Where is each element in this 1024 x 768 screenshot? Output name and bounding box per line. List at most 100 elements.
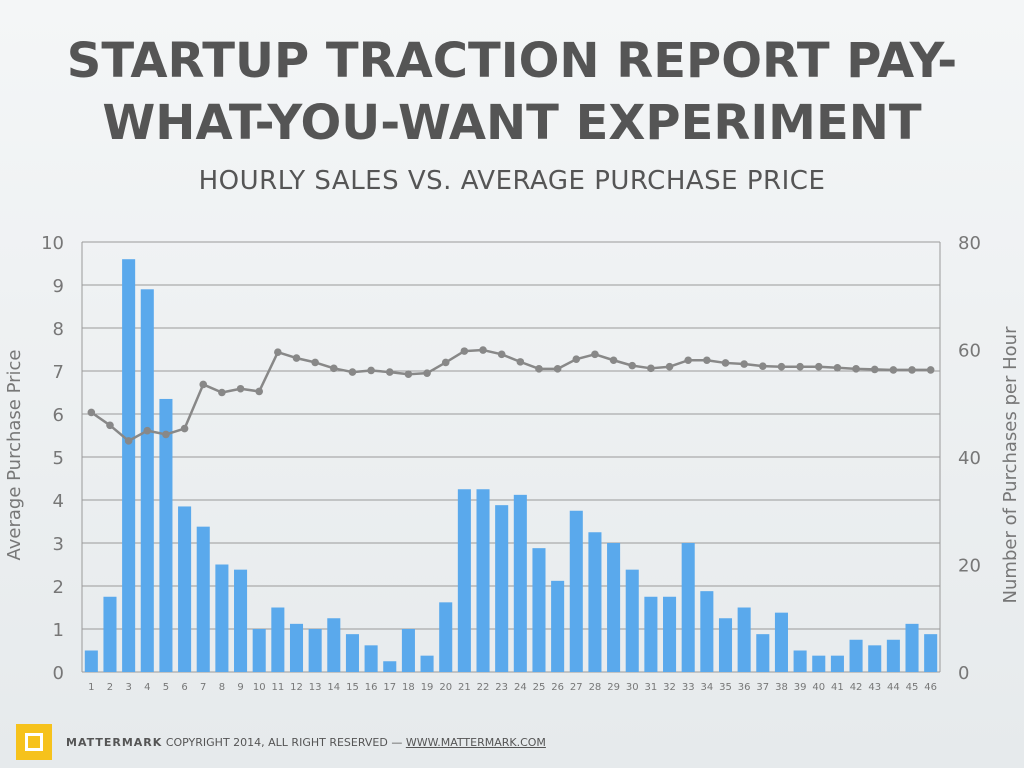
footer-link[interactable]: WWW.MATTERMARK.COM: [405, 735, 546, 749]
bar: [122, 259, 136, 672]
bar: [271, 607, 285, 672]
x-tick-label: 38: [775, 682, 788, 693]
x-tick-label: 43: [868, 682, 881, 693]
bar: [252, 629, 266, 672]
bar: [513, 494, 527, 672]
footer: MATTERMARK COPYRIGHT 2014, ALL RIGHT RES…: [16, 720, 1016, 764]
line-point: [628, 361, 637, 370]
x-tick-label: 5: [163, 682, 169, 693]
bar-series: [84, 259, 938, 672]
line-point: [759, 362, 767, 370]
x-tick-label: 37: [756, 682, 769, 693]
line-point: [236, 384, 245, 393]
bar: [178, 506, 192, 672]
x-tick-label: 8: [219, 682, 225, 693]
x-tick-label: 4: [144, 682, 150, 693]
line-point: [497, 350, 506, 359]
x-tick-label: 6: [181, 682, 187, 693]
x-tick-label: 23: [495, 682, 508, 693]
bar: [476, 489, 490, 672]
x-tick-label: 26: [551, 682, 564, 693]
line-point: [124, 437, 133, 445]
bar: [569, 510, 583, 672]
line-point: [180, 424, 189, 433]
x-tick-label: 33: [682, 682, 695, 693]
y2-tick-label: 20: [958, 556, 981, 577]
line-point: [740, 360, 748, 368]
bar: [663, 596, 677, 672]
footer-brand: MATTERMARK: [66, 735, 163, 749]
bar: [140, 289, 154, 672]
bar: [924, 634, 938, 672]
bar: [364, 645, 378, 672]
line-point: [404, 370, 413, 379]
x-tick-label: 21: [458, 682, 471, 693]
bar: [84, 650, 98, 672]
x-tick-label: 41: [831, 682, 844, 693]
footer-text: MATTERMARK COPYRIGHT 2014, ALL RIGHT RES…: [66, 736, 546, 749]
y2-axis-label: Number of Purchases per Hour: [1000, 326, 1021, 604]
bar: [812, 655, 826, 672]
x-tick-label: 32: [663, 682, 676, 693]
bar: [700, 591, 714, 672]
chart-title-line-1: STARTUP TRACTION REPORT PAY-: [66, 33, 958, 89]
y-tick-label: 0: [53, 663, 64, 684]
bar: [718, 618, 733, 672]
y-tick-label: 7: [53, 362, 64, 383]
x-tick-label: 45: [906, 682, 919, 693]
bar: [234, 569, 248, 672]
line-point: [609, 356, 618, 365]
line-point: [703, 356, 711, 365]
bar: [103, 596, 117, 672]
chart-title: STARTUP TRACTION REPORT PAY- WHAT-YOU-WA…: [0, 30, 1024, 154]
bar: [644, 596, 658, 672]
y-tick-label: 10: [41, 233, 64, 254]
line-point: [218, 388, 226, 397]
x-tick-label: 35: [719, 682, 732, 693]
x-tick-label: 9: [237, 682, 243, 693]
bar: [905, 623, 919, 672]
y2-tick-label: 0: [958, 663, 969, 684]
line-point: [665, 362, 674, 371]
bar: [308, 629, 322, 672]
bar: [849, 639, 863, 672]
bar: [383, 661, 397, 672]
line-point: [423, 369, 431, 377]
x-tick-label: 31: [645, 682, 658, 693]
y-axis-label: Average Purchase Price: [4, 349, 25, 560]
x-tick-label: 42: [850, 682, 863, 693]
bar: [737, 607, 751, 672]
line-point: [833, 363, 842, 372]
x-tick-label: 13: [309, 682, 322, 693]
bar: [439, 602, 453, 672]
line-point: [87, 408, 96, 417]
bar: [457, 489, 471, 672]
x-tick-label: 24: [514, 682, 527, 693]
y2-tick-label: 40: [958, 448, 981, 469]
bar: [681, 543, 695, 672]
line-point: [721, 359, 730, 367]
y-tick-label: 4: [53, 491, 64, 512]
line-point: [348, 368, 357, 376]
line-point: [330, 364, 338, 373]
x-tick-label: 14: [327, 682, 340, 693]
x-tick-label: 7: [200, 682, 206, 693]
bar: [607, 543, 621, 672]
x-tick-label: 22: [477, 682, 490, 693]
x-tick-label: 28: [589, 682, 602, 693]
line-point: [870, 365, 879, 374]
x-tick-label: 12: [290, 682, 303, 693]
y-tick-label: 5: [53, 448, 64, 469]
line-point: [572, 355, 581, 363]
y-tick-label: 1: [53, 620, 64, 641]
x-tick-label: 39: [794, 682, 807, 693]
bar: [495, 505, 509, 672]
bar: [830, 655, 844, 672]
x-tick-label: 19: [421, 682, 434, 693]
line-point: [684, 356, 692, 365]
line-series: [87, 346, 935, 445]
bar: [532, 548, 546, 672]
mattermark-logo-icon: [16, 724, 52, 760]
bar: [868, 645, 882, 672]
